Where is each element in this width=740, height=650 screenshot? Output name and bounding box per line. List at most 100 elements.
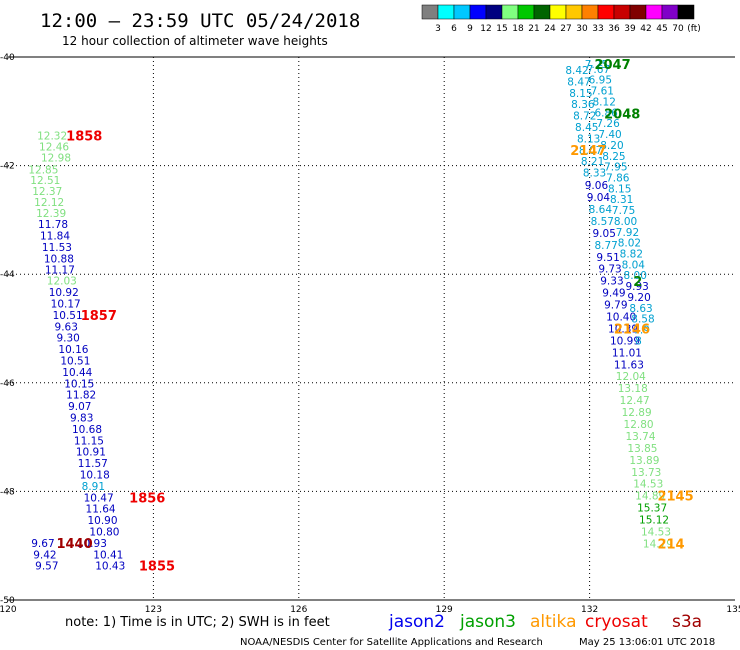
pass-time-label: 1857 xyxy=(81,309,117,324)
wave-height-value: 8.00 xyxy=(624,270,647,282)
colorbar-label: 42 xyxy=(640,24,651,34)
wave-height-value: 8.00 xyxy=(614,216,637,228)
wave-height-value: 7.75 xyxy=(612,205,635,217)
track-middle: 8.428.478.158.368.728.458.138.078.218.33… xyxy=(565,65,673,550)
wave-height-value: 8.15 xyxy=(569,88,592,100)
wave-height-value: 9.07 xyxy=(68,401,91,413)
colorbar-swatch xyxy=(501,4,519,20)
wave-height-value: 8.63 xyxy=(629,303,652,315)
wave-height-value: 10.40 xyxy=(606,311,636,323)
colorbar-swatch xyxy=(645,4,663,20)
wave-height-value: 12.51 xyxy=(30,175,60,187)
wave-height-value: 15.12 xyxy=(639,515,669,527)
wave-height-value: 12.32 xyxy=(37,131,67,143)
wave-height-value: 11.01 xyxy=(612,347,642,359)
wave-height-value: 8.58 xyxy=(631,314,654,326)
satellite-legend-cryosat: cryosat xyxy=(585,612,648,632)
wave-height-value: 10.16 xyxy=(58,344,88,356)
colorbar-legend: 3 6 9 12 15 18 21 24 27 30 33 36 39 42 45 70 (ft) xyxy=(421,4,701,34)
colorbar-swatch xyxy=(421,4,439,20)
colorbar-swatch xyxy=(677,4,695,20)
wave-height-value: 10.93 xyxy=(77,538,107,550)
pass-time-label: 2 xyxy=(633,275,642,290)
wave-height-value: 12.46 xyxy=(39,142,69,154)
wave-height-value: 8.12 xyxy=(593,96,616,108)
wave-height-value: 11.57 xyxy=(78,458,108,470)
wave-height-value: 9.42 xyxy=(33,549,56,561)
colorbar-swatch xyxy=(485,4,503,20)
pass-time-label: 2146 xyxy=(614,322,650,337)
track-right: 7.257.676.957.618.126.867.267.408.208.25… xyxy=(585,59,655,347)
wave-height-value: 8.31 xyxy=(610,194,633,206)
footnote: note: 1) Time is in UTC; 2) SWH is in fe… xyxy=(65,615,330,630)
wave-height-value: 8.77 xyxy=(594,240,617,252)
y-tick-label: -48 xyxy=(0,487,15,497)
wave-height-value: 9.57 xyxy=(35,561,58,573)
wave-height-value: 13.74 xyxy=(625,431,655,443)
y-tick-label: -44 xyxy=(0,270,15,280)
wave-height-value: 11.53 xyxy=(42,242,72,254)
y-axis-ticks: -40 -42 -44 -46 -48 -50 xyxy=(0,53,15,606)
wave-height-value: 8.20 xyxy=(600,140,623,152)
wave-height-value: 7.26 xyxy=(596,118,620,130)
colorbar-swatch xyxy=(517,4,535,20)
wave-height-value: 10.43 xyxy=(95,561,125,573)
y-tick-label: -40 xyxy=(0,53,15,63)
colorbar-label: 18 xyxy=(512,24,524,34)
y-tick-label: -46 xyxy=(0,379,15,389)
wave-height-value: 10.99 xyxy=(610,335,640,347)
wave-height-value: 8.25 xyxy=(602,151,625,163)
wave-height-value: 8.42 xyxy=(565,65,588,77)
wave-height-value: 7.25 xyxy=(585,59,608,71)
chart-title: 12:00 — 23:59 UTC 05/24/2018 xyxy=(40,10,360,32)
wave-height-value: 8.33 xyxy=(583,168,606,180)
wave-height-value: 14.89 xyxy=(635,491,665,503)
wave-height-value: 9.93 xyxy=(625,281,648,293)
colorbar-label: 30 xyxy=(576,24,588,34)
wave-height-value: 8.21 xyxy=(581,156,604,168)
wave-height-value: 13.89 xyxy=(629,455,659,467)
pass-time-label: 2048 xyxy=(604,107,640,122)
x-tick-label: 129 xyxy=(436,605,453,615)
wave-height-value: 10.44 xyxy=(62,367,92,379)
wave-height-value: 9.73 xyxy=(598,264,621,276)
wave-height-value: 12.80 xyxy=(624,419,654,431)
pass-time-label: 2047 xyxy=(594,58,630,73)
colorbar-swatch xyxy=(469,4,487,20)
wave-height-value: 10.51 xyxy=(60,355,90,367)
wave-height-value: 8.57 xyxy=(591,216,614,228)
wave-height-value: 11.84 xyxy=(40,231,70,243)
wave-height-value: 10.47 xyxy=(84,492,114,504)
wave-height-value: 13.85 xyxy=(627,443,657,455)
satellite-legend: jason2 jason3 altika cryosat s3a xyxy=(388,612,702,632)
wave-height-value: 9.51 xyxy=(596,252,619,264)
y-tick-label: -42 xyxy=(0,162,15,172)
pass-time-label: 2147 xyxy=(570,144,606,159)
wave-height-value: 12.39 xyxy=(36,208,66,220)
colorbar-label: 27 xyxy=(560,24,571,34)
satellite-legend-jason2: jason2 xyxy=(388,612,445,632)
colorbar-label: 33 xyxy=(592,24,603,34)
wave-height-value: 11.82 xyxy=(66,390,96,402)
x-tick-label: 126 xyxy=(290,605,307,615)
pass-time-label: 1855 xyxy=(139,560,175,575)
credit-text: NOAA/NESDIS Center for Satellite Applica… xyxy=(240,637,543,648)
wave-height-value: 12.03 xyxy=(47,276,77,288)
wave-height-value: 7.9 xyxy=(633,325,650,337)
wave-height-value: 7.95 xyxy=(604,162,627,174)
wave-height-value: 9.33 xyxy=(600,276,623,288)
wave-height-value: 10.80 xyxy=(89,527,119,539)
satellite-legend-s3a: s3a xyxy=(672,612,702,632)
wave-height-value: 12.37 xyxy=(32,186,62,198)
pass-time-label: 2145 xyxy=(657,490,693,505)
colorbar-swatch xyxy=(581,4,599,20)
colorbar-label: 15 xyxy=(496,24,507,34)
wave-height-value: 9.63 xyxy=(55,321,78,333)
wave-height-value: 14.79 xyxy=(643,538,673,550)
colorbar-swatch xyxy=(565,4,583,20)
wave-height-value: 9.04 xyxy=(587,192,611,204)
wave-height-value: 6.95 xyxy=(589,75,612,87)
colorbar-label: (ft) xyxy=(687,24,701,34)
grid-lines xyxy=(8,57,735,600)
x-tick-label: 132 xyxy=(581,605,598,615)
